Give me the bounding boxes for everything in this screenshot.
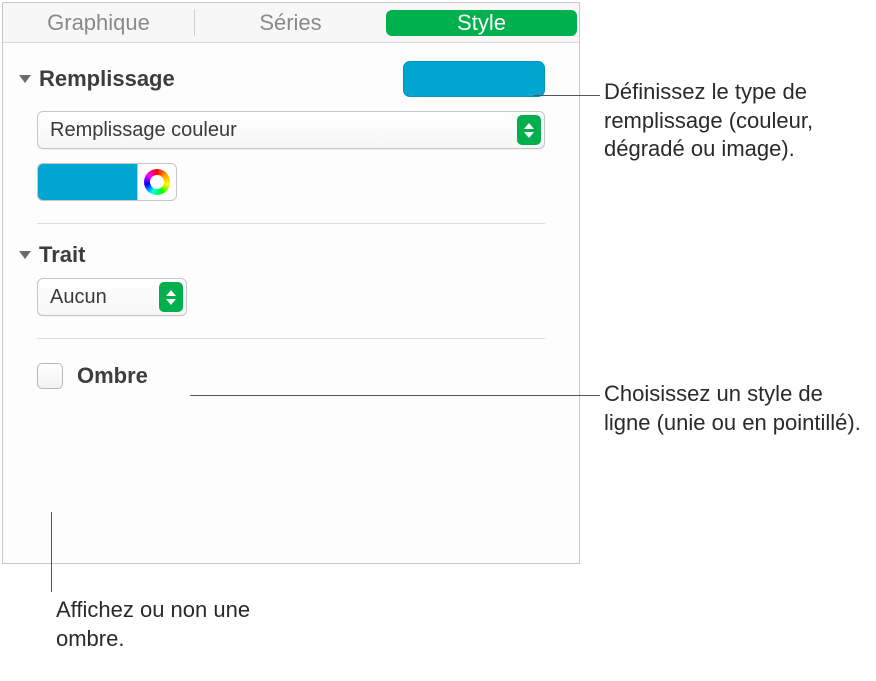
callout-stroke: Choisissez un style de ligne (unie ou en… bbox=[604, 380, 864, 437]
tab-series[interactable]: Séries bbox=[195, 3, 386, 42]
stroke-style-popup-label: Aucun bbox=[50, 286, 107, 309]
format-inspector-panel: Graphique Séries Style Remplissage Rempl… bbox=[2, 2, 580, 564]
fill-color-well[interactable] bbox=[37, 163, 137, 201]
stroke-style-popup[interactable]: Aucun bbox=[37, 278, 187, 316]
callout-shadow: Affichez ou non une ombre. bbox=[56, 596, 276, 653]
tab-style[interactable]: Style bbox=[386, 10, 577, 36]
stroke-section-title: Trait bbox=[39, 242, 85, 268]
shadow-checkbox[interactable] bbox=[37, 363, 63, 389]
color-picker-button[interactable] bbox=[137, 163, 177, 201]
color-wheel-icon bbox=[144, 169, 170, 195]
callout-leader bbox=[51, 512, 52, 592]
popup-stepper-icon bbox=[517, 115, 541, 145]
tab-style-container: Style bbox=[386, 3, 579, 42]
shadow-checkbox-label: Ombre bbox=[77, 363, 148, 389]
fill-color-swatch[interactable] bbox=[403, 61, 545, 97]
tab-chart[interactable]: Graphique bbox=[3, 3, 194, 42]
callout-leader bbox=[534, 95, 600, 96]
callout-fill: Définissez le type de remplissage (coule… bbox=[604, 78, 854, 164]
fill-section-title: Remplissage bbox=[39, 66, 175, 92]
divider bbox=[37, 338, 545, 339]
disclosure-triangle-icon[interactable] bbox=[19, 75, 31, 83]
callout-leader bbox=[190, 395, 600, 396]
fill-section: Remplissage Remplissage couleur bbox=[3, 43, 579, 201]
stroke-section: Trait Aucun bbox=[3, 224, 579, 316]
popup-stepper-icon bbox=[159, 282, 183, 312]
fill-type-popup-label: Remplissage couleur bbox=[50, 119, 237, 142]
tab-bar: Graphique Séries Style bbox=[3, 3, 579, 43]
shadow-row: Ombre bbox=[3, 363, 579, 389]
fill-color-row bbox=[37, 163, 545, 201]
fill-type-popup[interactable]: Remplissage couleur bbox=[37, 111, 545, 149]
fill-section-header: Remplissage bbox=[37, 61, 545, 97]
disclosure-triangle-icon[interactable] bbox=[19, 251, 31, 259]
